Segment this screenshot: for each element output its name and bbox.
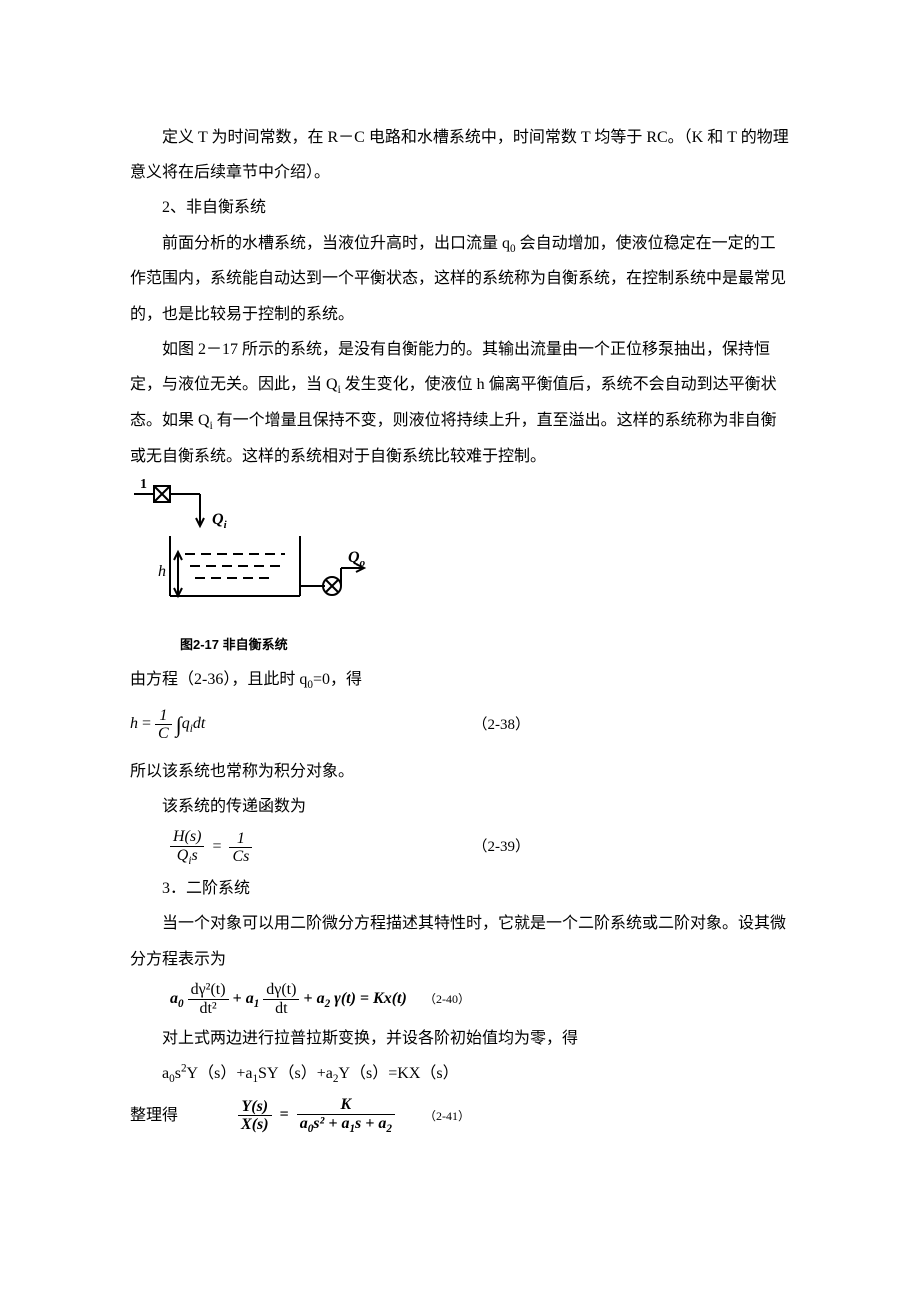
equation-2-39: H(s) Qis = 1 Cs （2-39） (130, 828, 790, 867)
equation-number: （2-40） (424, 986, 790, 1012)
frac-num: dγ(t) (263, 981, 299, 1000)
subscript: 2 (325, 998, 331, 1010)
integrand: q (182, 715, 190, 732)
eq-equals: = (208, 838, 225, 855)
eq-tail: γ(t) = Kx(t) (334, 990, 407, 1007)
equation-2-40: a0 dγ²(t) dt² + a1 dγ(t) dt + a2 γ(t) = … (130, 981, 790, 1017)
frac-num: dγ²(t) (188, 981, 229, 1000)
diagram-label-1: 1 (140, 477, 147, 492)
diagram-label-h: h (158, 563, 166, 580)
text: =0，得 (313, 671, 362, 688)
paragraph-from-eq: 由方程（2-36），且此时 q0=0，得 (130, 662, 790, 698)
heading-2: 2、非自衡系统 (130, 190, 790, 225)
frac-den: X(s) (238, 1116, 272, 1134)
eq-lhs: h (130, 715, 138, 732)
figure-2-17: 1 Qi h Qo 图2-17 非自衡系统 (130, 476, 790, 660)
equation-2-38: h = 1 C ∫qidt （2-38） (130, 701, 790, 749)
coef: a (246, 990, 254, 1007)
equation-number: （2-39） (473, 831, 791, 864)
text: 由方程（2-36），且此时 q (130, 671, 307, 688)
frac-num: H(s) (170, 828, 204, 847)
paragraph-laplace: 对上式两边进行拉普拉斯变换，并设各阶初始值均为零，得 (130, 1021, 790, 1056)
frac-num: 1 (229, 830, 252, 849)
figure-caption: 图2-17 非自衡系统 (180, 631, 790, 660)
plus: + (233, 990, 246, 1007)
frac-den: Cs (229, 848, 252, 866)
label-rearranged: 整理得 (130, 1098, 178, 1133)
equation-2-41: 整理得 Y(s) X(s) = K a0s² + a1s + a2 （2-41） (130, 1096, 790, 1135)
frac-den: dt² (188, 1000, 229, 1018)
eq-equals: = (142, 715, 151, 732)
text: 有一个增量且保持不变，则液位将持续上升，直至溢出。这样的系统称为非自衡或无自衡系… (130, 412, 777, 465)
frac-den: dt (263, 1000, 299, 1018)
paragraph-self-balance: 前面分析的水槽系统，当液位升高时，出口流量 q0 会自动增加，使液位稳定在一定的… (130, 226, 790, 332)
equation-number: （2-38） (473, 709, 791, 742)
paragraph-non-self-balance: 如图 2－17 所示的系统，是没有自衡能力的。其输出流量由一个正位移泵抽出，保持… (130, 332, 790, 474)
subscript: 1 (254, 998, 260, 1010)
frac-den: Qis (170, 847, 204, 868)
frac-num: 1 (155, 707, 172, 726)
subscript: 0 (178, 998, 184, 1010)
eq-equals: = (276, 1106, 293, 1123)
tank-diagram-svg: 1 Qi h Qo (130, 476, 370, 616)
paragraph-integral-obj: 所以该系统也常称为积分对象。 (130, 754, 790, 789)
frac-den: C (155, 725, 172, 743)
equation-expanded: a0s2Y（s）+a1SY（s）+a2Y（s）=KX（s） (130, 1056, 790, 1092)
frac-num: Y(s) (238, 1098, 272, 1117)
text: 前面分析的水槽系统，当液位升高时，出口流量 q (162, 235, 510, 252)
heading-3: 3．二阶系统 (130, 871, 790, 906)
dt: dt (193, 715, 205, 732)
paragraph-intro: 定义 T 为时间常数，在 R－C 电路和水槽系统中，时间常数 T 均等于 RC。… (130, 120, 790, 190)
diagram-label-qi: Qi (212, 511, 228, 531)
paragraph-second-order: 当一个对象可以用二阶微分方程描述其特性时，它就是一个二阶系统或二阶对象。设其微分… (130, 906, 790, 976)
diagram-label-qo: Qo (348, 549, 366, 569)
frac-den: a0s² + a1s + a2 (297, 1115, 395, 1136)
coef: a (317, 990, 325, 1007)
equation-number: （2-41） (424, 1103, 790, 1129)
paragraph-transfer-fn: 该系统的传递函数为 (130, 789, 790, 824)
plus: + (303, 990, 316, 1007)
frac-num: K (297, 1096, 395, 1115)
coef: a (170, 990, 178, 1007)
